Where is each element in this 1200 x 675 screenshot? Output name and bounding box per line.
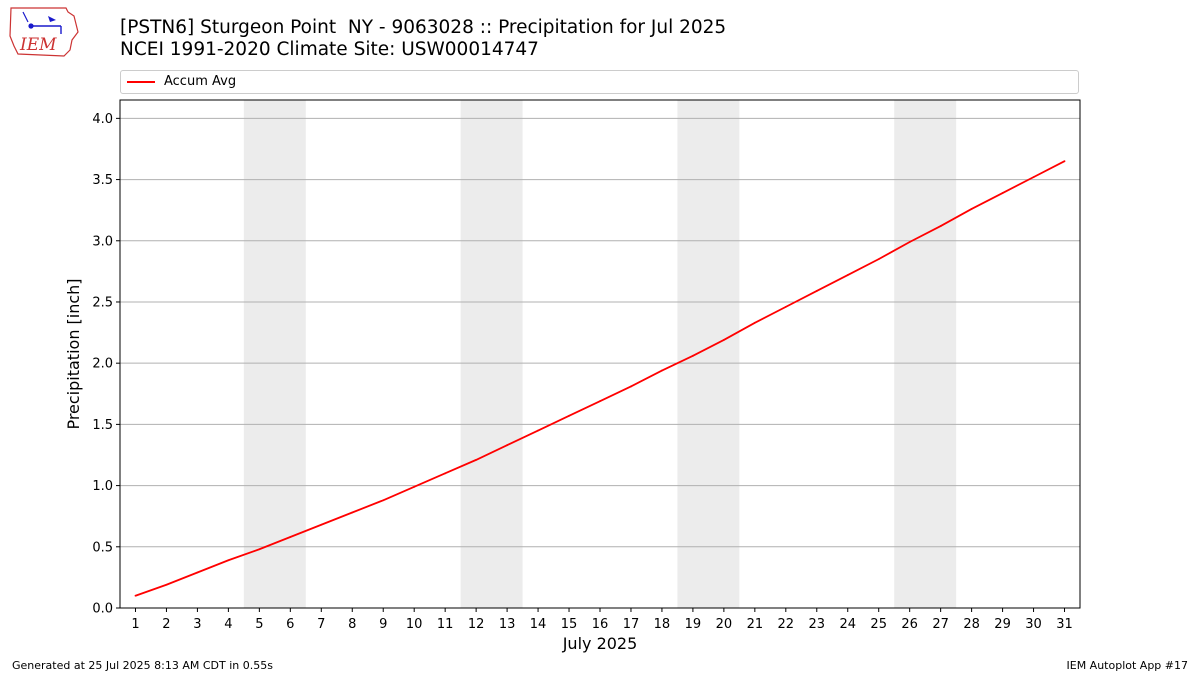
- x-tick-label: 24: [839, 617, 856, 632]
- x-tick-label: 10: [406, 617, 423, 632]
- x-tick-label: 7: [317, 617, 325, 632]
- data-point: [784, 305, 787, 308]
- x-tick-label: 16: [592, 617, 609, 632]
- data-point: [475, 458, 478, 461]
- data-point: [1032, 176, 1035, 179]
- data-point: [908, 241, 911, 243]
- x-tick-label: 28: [963, 617, 980, 632]
- legend: Accum Avg: [120, 70, 1079, 94]
- x-tick-label: 17: [623, 617, 640, 632]
- data-point: [599, 400, 601, 403]
- x-tick-label: 2: [162, 617, 170, 632]
- iem-logo: IEM: [9, 7, 79, 57]
- data-point: [815, 290, 818, 292]
- x-tick-label: 18: [654, 617, 671, 632]
- title-line-1: [PSTN6] Sturgeon Point NY - 9063028 :: P…: [120, 17, 727, 38]
- data-point: [722, 339, 725, 341]
- weekend-band: [460, 100, 523, 608]
- x-tick-label: 19: [685, 617, 702, 632]
- x-tick-label: 27: [932, 617, 949, 632]
- y-tick-label: 1.5: [92, 418, 113, 433]
- data-point: [661, 369, 663, 372]
- data-point: [165, 583, 168, 586]
- weekend-band: [677, 100, 740, 608]
- x-tick-label: 15: [561, 617, 578, 632]
- x-tick-label: 3: [193, 617, 201, 632]
- app-label: IEM Autoplot App #17: [1066, 659, 1189, 672]
- weekend-band: [894, 100, 957, 608]
- data-point: [382, 499, 385, 502]
- data-point: [846, 274, 849, 276]
- x-axis-label: July 2025: [562, 634, 638, 653]
- data-point: [134, 594, 137, 597]
- x-tick-label: 9: [379, 617, 387, 632]
- data-point: [258, 548, 261, 551]
- data-point: [320, 523, 323, 526]
- x-tick-label: 21: [747, 617, 764, 632]
- data-point: [351, 511, 354, 514]
- legend-label: Accum Avg: [164, 74, 237, 89]
- x-tick-label: 13: [499, 617, 516, 632]
- data-point: [227, 559, 230, 562]
- x-tick-label: 23: [809, 617, 826, 632]
- x-tick-label: 8: [348, 617, 356, 632]
- weekend-band: [243, 100, 306, 608]
- data-point: [692, 354, 694, 357]
- title-line-2: NCEI 1991-2020 Climate Site: USW00014747: [120, 39, 539, 60]
- x-tick-label: 25: [870, 617, 887, 632]
- data-point: [196, 571, 199, 574]
- generated-note: Generated at 25 Jul 2025 8:13 AM CDT in …: [12, 659, 273, 672]
- x-tick-label: 1: [131, 617, 139, 632]
- x-tick-label: 29: [994, 617, 1011, 632]
- x-tick-label: 14: [530, 617, 547, 632]
- x-tick-label: 11: [437, 617, 454, 632]
- y-tick-label: 1.0: [92, 479, 113, 494]
- data-point: [413, 485, 416, 488]
- data-point: [1063, 160, 1066, 163]
- data-point: [289, 536, 292, 538]
- data-point: [568, 414, 570, 417]
- x-tick-label: 12: [468, 617, 485, 632]
- chart-title: [PSTN6] Sturgeon Point NY - 9063028 :: P…: [120, 17, 726, 61]
- data-point: [444, 472, 447, 475]
- data-point: [537, 429, 539, 432]
- data-point: [753, 321, 756, 324]
- x-tick-label: 22: [778, 617, 795, 632]
- y-tick-label: 0.5: [92, 540, 113, 555]
- data-point: [506, 444, 508, 447]
- data-point: [877, 258, 880, 261]
- y-axis-label: Precipitation [inch]: [64, 278, 83, 429]
- x-tick-label: 31: [1056, 617, 1073, 632]
- y-tick-label: 3.0: [92, 234, 113, 249]
- y-tick-label: 4.0: [92, 112, 113, 127]
- x-tick-label: 26: [901, 617, 918, 632]
- x-tick-label: 30: [1025, 617, 1042, 632]
- logo-text: IEM: [19, 35, 57, 55]
- data-point: [970, 208, 973, 210]
- x-tick-label: 6: [286, 617, 294, 632]
- y-tick-label: 2.0: [92, 357, 113, 372]
- x-tick-label: 20: [716, 617, 733, 632]
- legend-swatch: [127, 81, 155, 83]
- data-point: [1001, 192, 1004, 194]
- data-point: [939, 225, 942, 227]
- plot-frame: [119, 99, 1081, 609]
- y-tick-label: 0.0: [92, 602, 113, 617]
- x-tick-label: 5: [255, 617, 263, 632]
- data-point: [630, 385, 632, 388]
- y-tick-label: 3.5: [92, 173, 113, 188]
- x-tick-label: 4: [224, 617, 232, 632]
- y-tick-label: 2.5: [92, 295, 113, 310]
